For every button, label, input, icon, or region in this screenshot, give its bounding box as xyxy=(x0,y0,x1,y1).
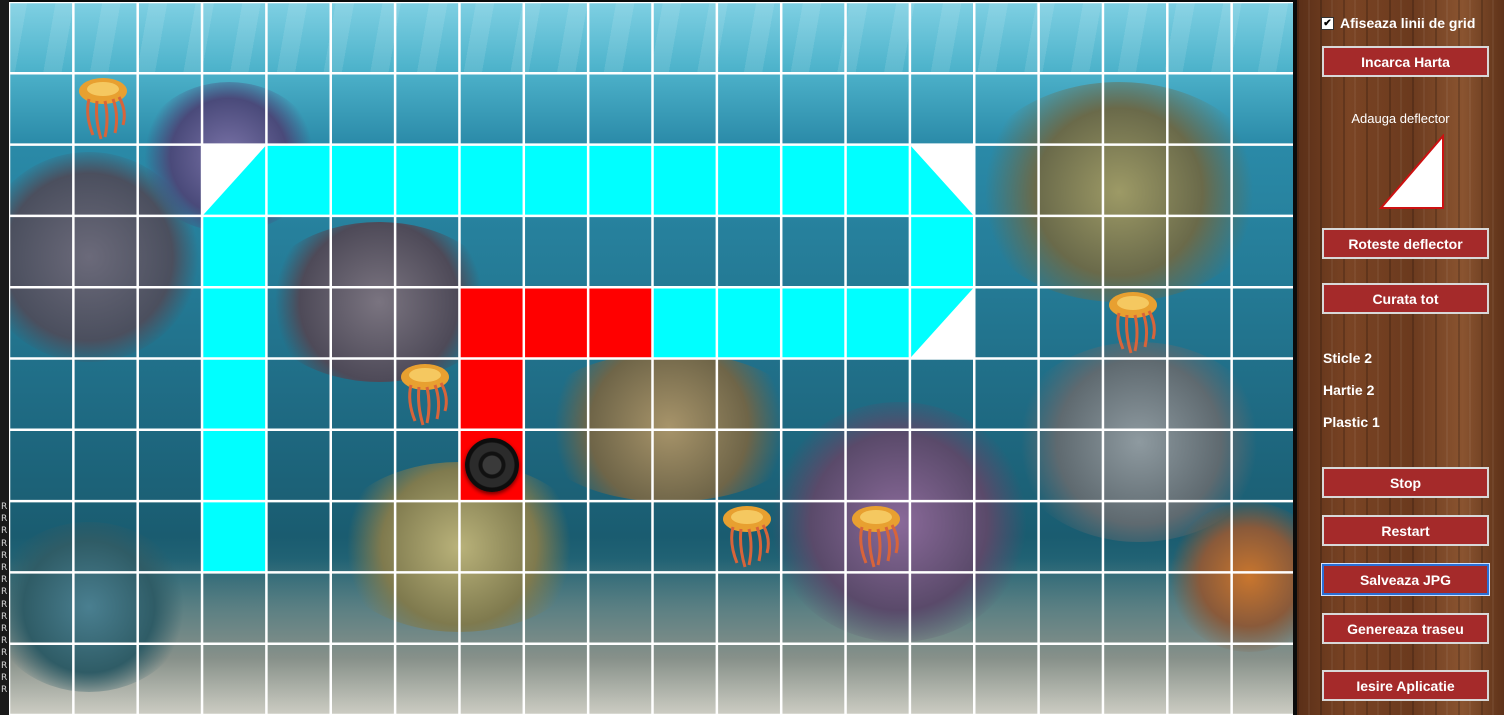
deflector-shape xyxy=(909,144,975,216)
side-marker: R xyxy=(1,599,8,610)
side-marker: R xyxy=(1,636,8,647)
path-cell-visited[interactable] xyxy=(330,144,396,216)
path-cell-visited[interactable] xyxy=(202,287,267,359)
path-cell-visited[interactable] xyxy=(845,287,910,359)
path-cell-visited[interactable] xyxy=(909,215,975,288)
plastic-count: Plastic 1 xyxy=(1323,414,1380,430)
path-cell-current[interactable] xyxy=(459,358,524,430)
side-marker: R xyxy=(1,624,8,634)
stop-button[interactable]: Stop xyxy=(1322,467,1489,498)
path-cell-visited[interactable] xyxy=(781,287,846,359)
jellyfish-icon xyxy=(401,363,450,425)
path-cell-visited[interactable] xyxy=(202,358,267,430)
add-deflector-label: Adauga deflector xyxy=(1351,111,1450,126)
path-cell-visited[interactable] xyxy=(395,144,460,216)
path-cell-visited[interactable] xyxy=(716,287,782,359)
grid-checkbox-label: Afiseaza linii de grid xyxy=(1340,15,1476,31)
deflector-cell[interactable] xyxy=(909,144,975,216)
rotate-deflector-button[interactable]: Roteste deflector xyxy=(1322,228,1489,259)
jellyfish-icon xyxy=(1108,292,1157,354)
side-marker: R xyxy=(1,563,8,573)
side-marker: R xyxy=(1,550,8,561)
path-cell-current[interactable] xyxy=(459,287,524,359)
grid-toggle[interactable]: ✔ Afiseaza linii de grid xyxy=(1321,15,1475,31)
reef-decoration xyxy=(969,82,1269,302)
deflector-triangle-icon[interactable] xyxy=(1377,134,1447,212)
path-cell-visited[interactable] xyxy=(781,144,846,216)
jellyfish-icon xyxy=(851,506,900,568)
generate-path-button[interactable]: Genereaza traseu xyxy=(1322,613,1489,644)
path-cell-visited[interactable] xyxy=(588,144,653,216)
game-board[interactable] xyxy=(9,2,1293,715)
water-surface xyxy=(9,2,1293,72)
deflector-shape xyxy=(909,287,975,359)
path-cell-visited[interactable] xyxy=(266,144,331,216)
deflector-shape xyxy=(202,144,267,216)
clear-all-button[interactable]: Curata tot xyxy=(1322,283,1489,314)
path-cell-visited[interactable] xyxy=(652,287,717,359)
deflector-cell[interactable] xyxy=(909,287,975,359)
path-cell-visited[interactable] xyxy=(716,144,782,216)
side-marker: R xyxy=(1,526,8,537)
save-jpg-button[interactable]: Salveaza JPG xyxy=(1321,563,1490,596)
side-marker: R xyxy=(1,514,8,525)
side-marker: R xyxy=(1,685,8,695)
exit-app-button[interactable]: Iesire Aplicatie xyxy=(1322,670,1489,701)
control-panel: ✔ Afiseaza linii de grid Incarca Harta A… xyxy=(1297,0,1504,715)
path-cell-visited[interactable] xyxy=(202,215,267,288)
side-marker: R xyxy=(1,611,8,622)
restart-button[interactable]: Restart xyxy=(1322,515,1489,546)
cell-layer xyxy=(9,2,1293,715)
load-map-button[interactable]: Incarca Harta xyxy=(1322,46,1489,77)
jellyfish-icon xyxy=(722,506,771,568)
bottles-count: Sticle 2 xyxy=(1323,350,1373,366)
path-cell-visited[interactable] xyxy=(202,429,267,502)
reef-decoration xyxy=(769,402,1029,642)
path-cell-visited[interactable] xyxy=(652,144,717,216)
side-marker: R xyxy=(1,502,8,512)
jellyfish-icon xyxy=(79,78,128,140)
path-cell-current[interactable] xyxy=(588,287,653,359)
side-marker: R xyxy=(1,587,8,598)
path-cell-current[interactable] xyxy=(523,287,589,359)
path-cell-visited[interactable] xyxy=(523,144,589,216)
robot-vacuum xyxy=(464,437,519,492)
path-cell-visited[interactable] xyxy=(845,144,910,216)
side-marker: R xyxy=(1,575,8,586)
paper-count: Hartie 2 xyxy=(1323,382,1375,398)
grid-checkbox[interactable]: ✔ xyxy=(1321,16,1334,30)
reef-decoration xyxy=(529,352,809,502)
path-cell-visited[interactable] xyxy=(459,144,524,216)
side-marker: R xyxy=(1,538,8,549)
side-marker: R xyxy=(1,672,8,683)
path-cell-visited[interactable] xyxy=(202,501,267,573)
side-marker: R xyxy=(1,648,8,659)
side-marker: R xyxy=(1,660,8,671)
deflector-cell[interactable] xyxy=(202,144,267,216)
reef-decoration xyxy=(9,522,189,692)
